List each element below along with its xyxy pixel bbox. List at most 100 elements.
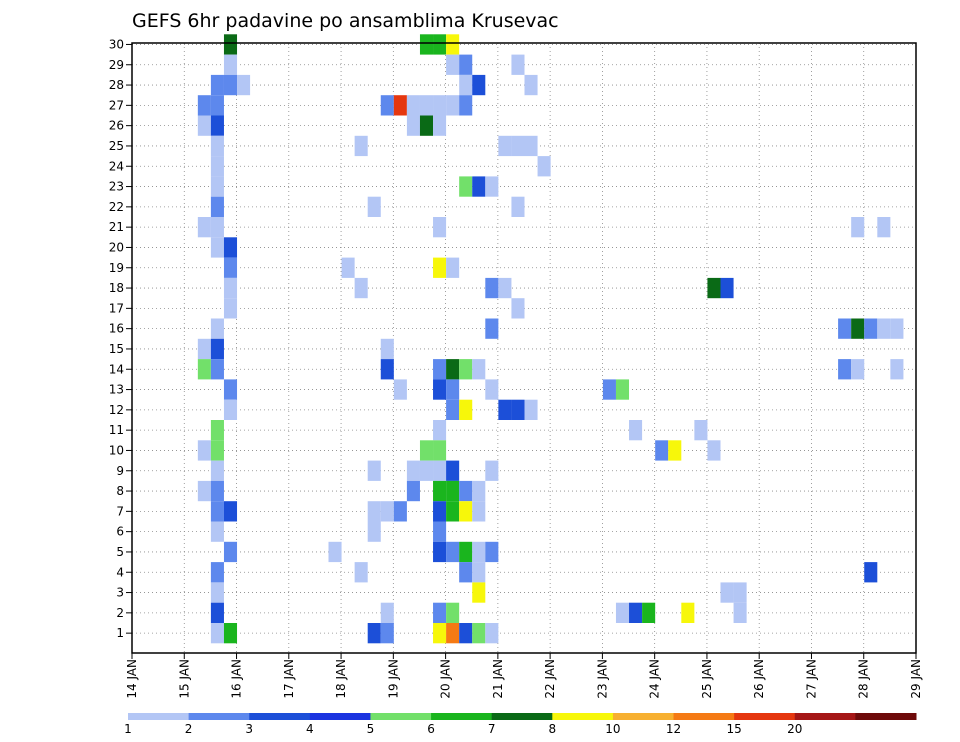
precip-cell: [210, 237, 224, 258]
legend-swatch: [249, 713, 311, 720]
precip-cell: [485, 318, 499, 339]
precip-cell: [446, 602, 460, 623]
precip-cell: [393, 95, 407, 116]
precip-cell: [223, 74, 238, 96]
y-tick-label: 27: [109, 98, 124, 112]
y-tick-label: 5: [116, 545, 124, 559]
precip-cell: [485, 277, 499, 299]
precip-cell: [446, 359, 460, 380]
precip-cell: [367, 521, 381, 542]
precip-cell: [328, 541, 342, 563]
y-tick-label: 11: [109, 423, 124, 437]
precip-cell: [223, 379, 238, 400]
precip-cell: [223, 541, 238, 563]
precip-cell: [459, 399, 473, 420]
legend-swatch: [673, 713, 735, 720]
y-tick-label: 19: [109, 261, 124, 275]
precip-cell: [655, 440, 669, 461]
precip-cell: [223, 298, 238, 319]
precip-cell: [733, 602, 747, 623]
precip-cell: [354, 135, 368, 157]
precip-cell: [197, 217, 211, 238]
precip-cell: [459, 501, 473, 522]
precip-cell: [393, 379, 407, 400]
precip-cell: [433, 440, 447, 461]
precip-cell: [197, 95, 211, 116]
x-tick-label: 18 JAN: [334, 659, 348, 699]
precip-cell: [419, 34, 434, 55]
precip-cell: [472, 582, 486, 603]
precip-cell: [459, 359, 473, 380]
precip-cell: [433, 460, 447, 481]
precip-cell: [210, 338, 224, 360]
precip-cell: [446, 95, 460, 116]
y-tick-label: 16: [109, 322, 124, 336]
precip-cell: [446, 54, 460, 75]
precip-cell: [472, 541, 486, 563]
precip-cell: [223, 34, 238, 55]
y-axis-ticks: 1234567891011121314151617181920212223242…: [109, 37, 132, 640]
precip-cell: [197, 338, 211, 360]
y-tick-label: 7: [116, 504, 124, 518]
precip-cell: [838, 318, 852, 339]
legend-label: 10: [605, 722, 620, 736]
legend-label: 8: [548, 722, 556, 736]
precip-cell: [354, 277, 368, 299]
x-tick-label: 26 JAN: [752, 659, 766, 699]
precip-cell: [668, 440, 682, 461]
precip-cell: [681, 602, 695, 623]
legend-swatch: [128, 713, 190, 720]
precip-cell: [393, 501, 407, 522]
precip-cell: [615, 379, 630, 400]
precip-cell: [367, 460, 381, 481]
x-tick-label: 19 JAN: [386, 659, 400, 699]
precip-cell: [223, 501, 238, 522]
precip-cell: [459, 176, 473, 197]
precip-cell: [380, 602, 394, 623]
precip-cell: [210, 196, 224, 217]
x-tick-label: 27 JAN: [804, 659, 818, 699]
precip-cell: [459, 480, 473, 502]
precip-cell: [733, 582, 747, 603]
precip-cell: [419, 440, 434, 461]
x-tick-label: 16 JAN: [230, 659, 244, 699]
x-tick-label: 17 JAN: [282, 659, 296, 699]
precip-cell: [485, 460, 499, 481]
precip-cell: [210, 602, 224, 623]
precip-cell: [851, 318, 865, 339]
legend-label: 2: [185, 722, 193, 736]
plot-frame: [131, 42, 917, 654]
precip-cell: [485, 379, 499, 400]
precip-cell: [890, 359, 904, 380]
precip-cell: [433, 480, 447, 502]
y-tick-label: 30: [109, 37, 124, 51]
y-tick-label: 25: [109, 139, 124, 153]
precip-cell: [851, 359, 865, 380]
precip-cell: [223, 623, 238, 644]
precip-cell: [511, 54, 525, 75]
x-tick-label: 20 JAN: [439, 659, 453, 699]
x-tick-label: 23 JAN: [595, 659, 609, 699]
precip-cell: [694, 420, 708, 441]
y-tick-label: 1: [116, 626, 124, 640]
legend-label: 15: [727, 722, 742, 736]
precip-cell: [223, 277, 238, 299]
precip-cell: [433, 623, 447, 644]
precip-cell: [615, 602, 630, 623]
precip-cell: [197, 115, 211, 136]
precip-cell: [197, 440, 211, 461]
precip-cell: [433, 541, 447, 563]
precip-cell: [511, 298, 525, 319]
precip-cell: [210, 480, 224, 502]
precip-cell: [537, 156, 551, 177]
precip-cell: [498, 277, 512, 299]
y-tick-label: 14: [109, 362, 124, 376]
precip-cell: [433, 379, 447, 400]
precip-cell: [197, 359, 211, 380]
precip-cell: [210, 74, 224, 96]
precip-cell: [210, 156, 224, 177]
x-tick-label: 22 JAN: [543, 659, 557, 699]
precip-cell: [210, 460, 224, 481]
legend-swatch: [612, 713, 675, 720]
